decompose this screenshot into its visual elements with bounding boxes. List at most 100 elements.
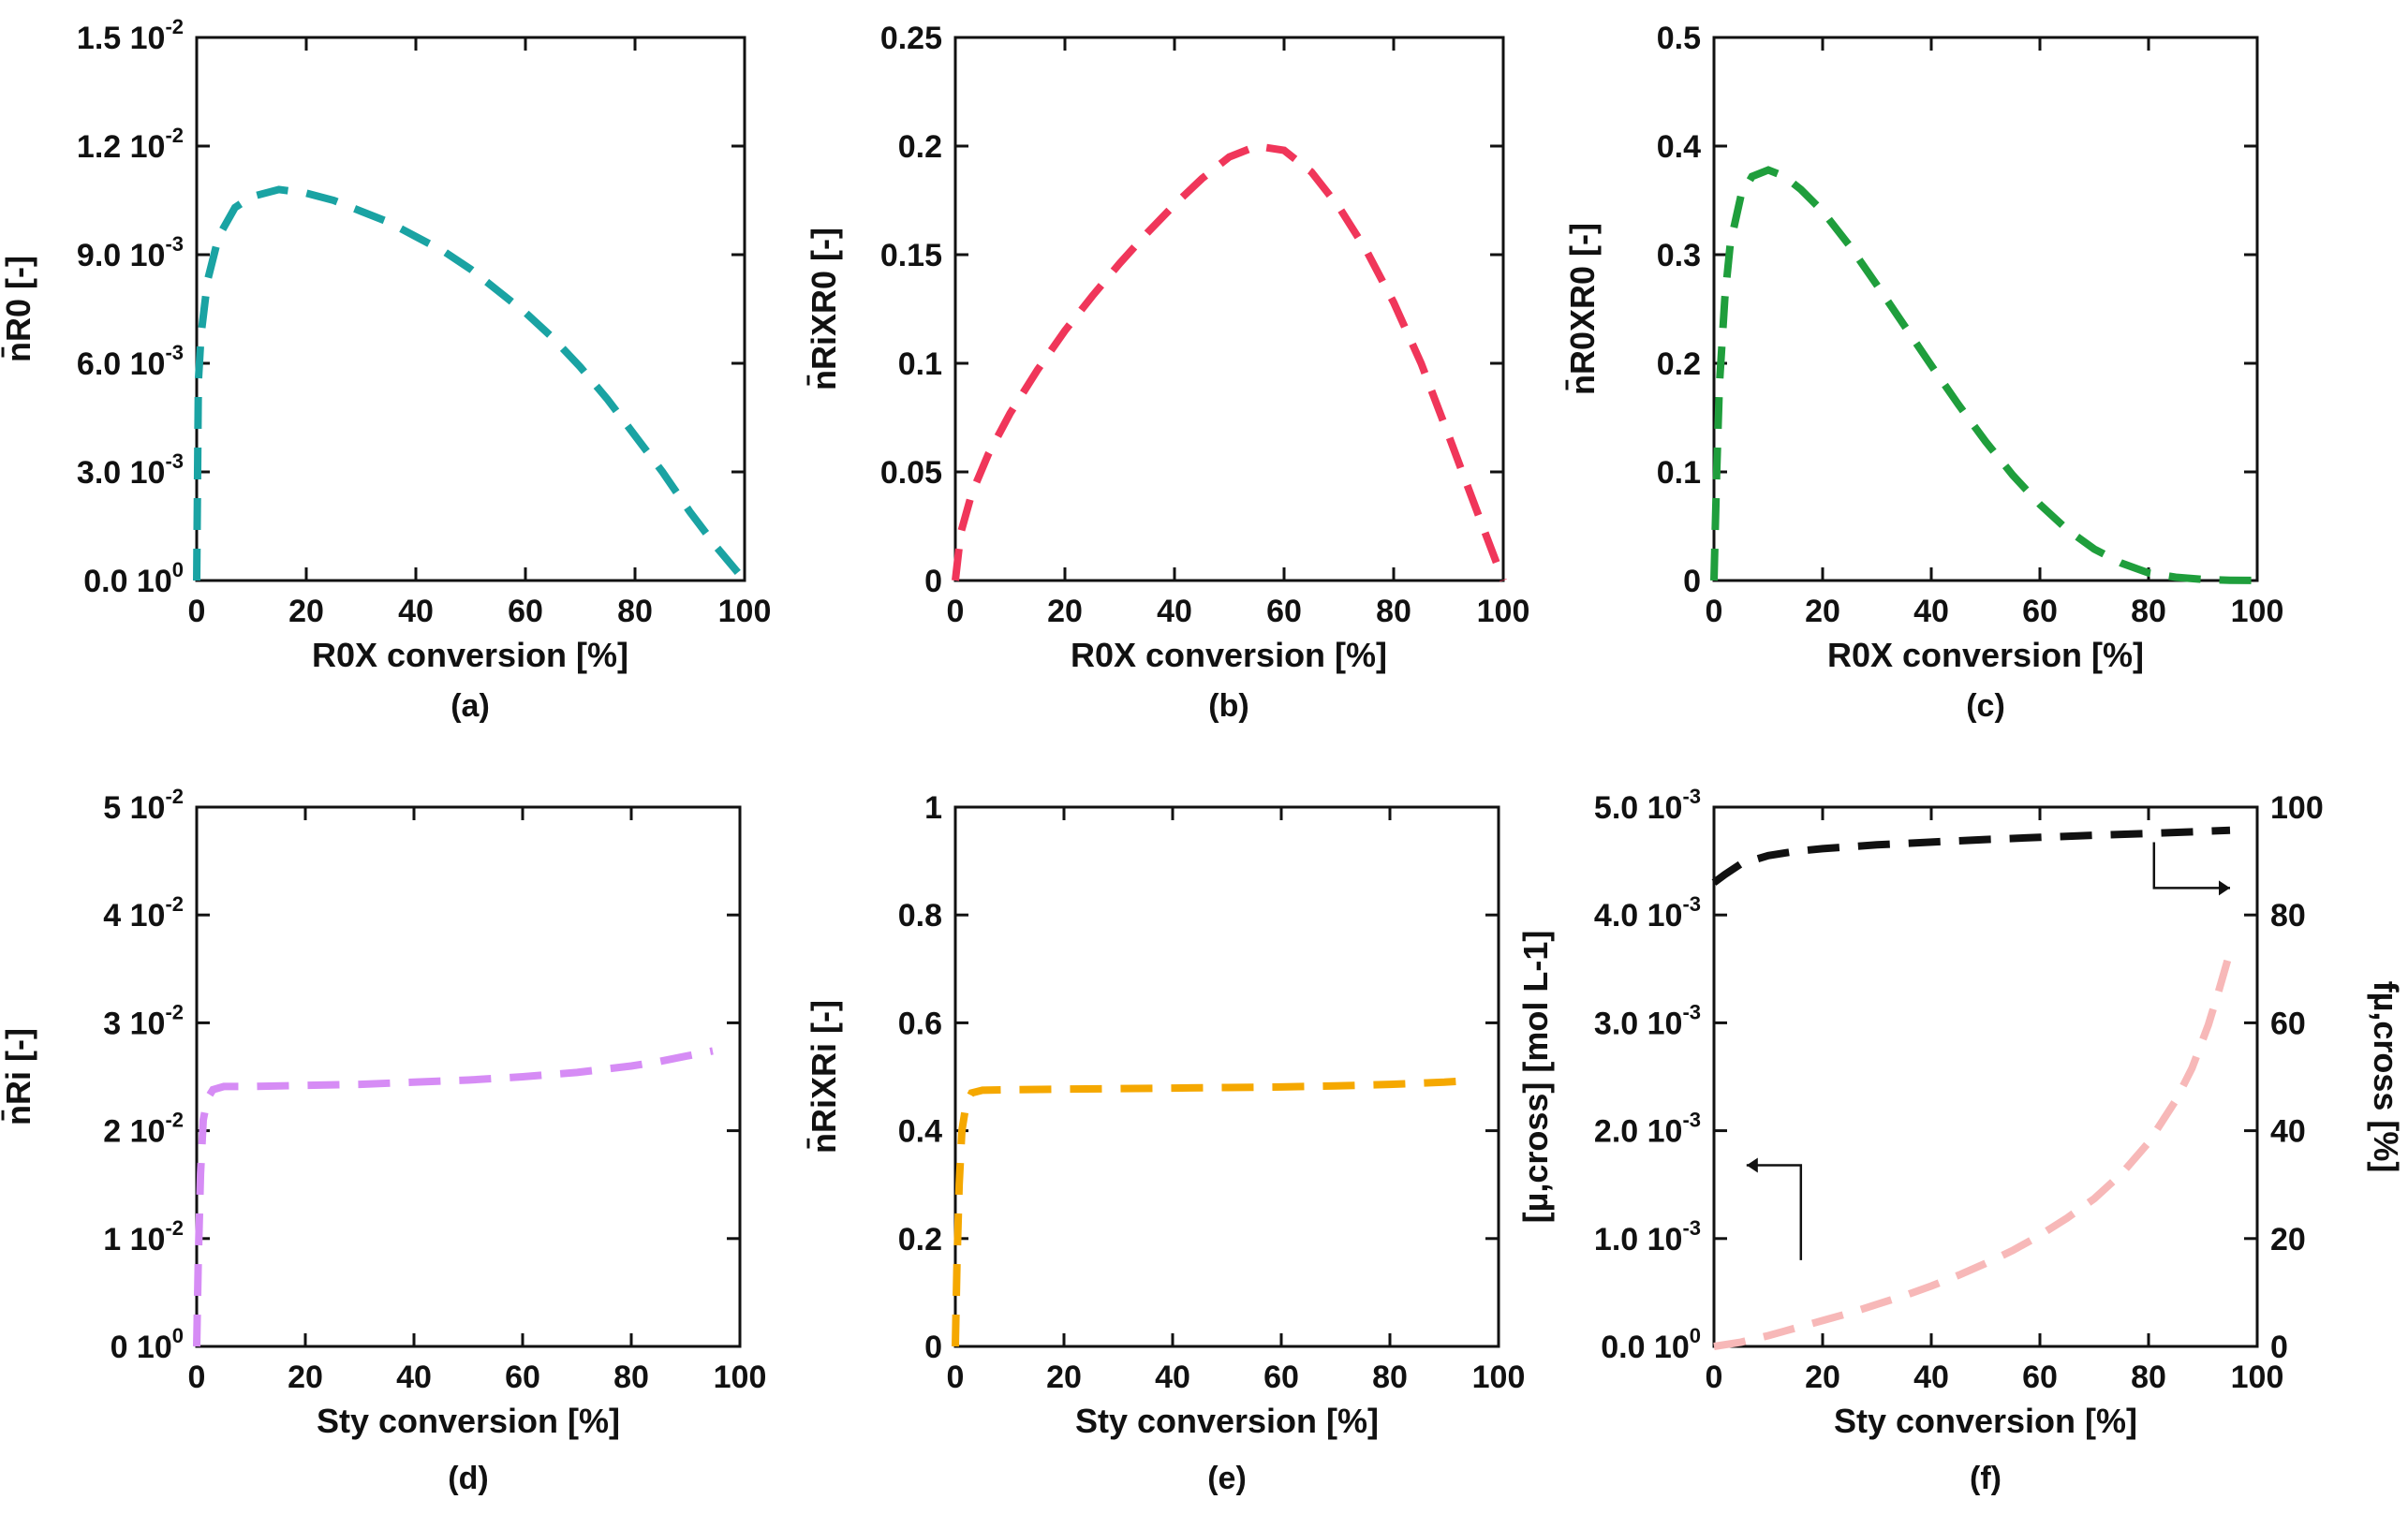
- x-tick-label: 40: [398, 594, 434, 629]
- x-tick-label: 60: [2022, 594, 2058, 629]
- y-tick-label: 2.0 10-3: [1594, 1109, 1701, 1150]
- y-axis-label: n̄Ri [-]: [0, 1028, 37, 1125]
- panel-label: (b): [1208, 688, 1248, 724]
- y-tick-mantissa: 9.0 10: [77, 238, 166, 273]
- series-line-f_mu_cross: [1711, 826, 2231, 886]
- y-tick-mantissa: 0.2: [1657, 346, 1701, 382]
- y-tick-exponent: -3: [165, 449, 184, 473]
- y-tick-mantissa: 0.1: [898, 346, 942, 382]
- y-tick-mantissa: 4.0 10: [1594, 898, 1683, 934]
- y2-tick-label: 40: [2270, 1114, 2306, 1150]
- y-tick-mantissa: 0: [1683, 564, 1701, 599]
- plot-frame: [1712, 805, 2259, 1348]
- y-tick-mantissa: 0.25: [880, 21, 942, 56]
- y-tick-exponent: 0: [172, 1324, 184, 1347]
- y-tick-exponent: -3: [165, 341, 184, 364]
- x-tick-label: 80: [2131, 594, 2166, 629]
- x-tick-label: 80: [613, 1360, 649, 1395]
- x-tick-label: 0: [188, 594, 206, 629]
- y-tick-label: 0.0 100: [83, 558, 184, 599]
- y-tick-label: 1.2 10-2: [77, 124, 184, 165]
- y-tick-mantissa: 3.0 10: [1594, 1006, 1683, 1041]
- x-tick-label: 80: [1376, 594, 1411, 629]
- y-tick-mantissa: 0.0 10: [1601, 1330, 1690, 1365]
- y-tick-label: 0.2: [1657, 346, 1701, 382]
- y-tick-mantissa: 0.15: [880, 238, 942, 273]
- plot-frame: [953, 805, 1500, 1348]
- y-tick-mantissa: 0.05: [880, 455, 942, 491]
- x-tick-label: 20: [1805, 1360, 1840, 1395]
- panel-b: 0 20 40 60 80 100 0 0.05 0.1 0.15 0.2 0.25 R0X conve…: [805, 21, 1529, 724]
- y-tick-label: 1: [924, 790, 942, 826]
- y-tick-mantissa: 2 10: [103, 1114, 165, 1150]
- y-tick-exponent: -2: [165, 785, 184, 808]
- y-tick-label: 0.4: [898, 1114, 942, 1150]
- x-tick-label: 80: [2131, 1360, 2166, 1395]
- series-line-n_R0XR0: [1710, 166, 2258, 584]
- y-tick-mantissa: 1.5 10: [77, 21, 166, 56]
- y-tick-mantissa: 5.0 10: [1594, 790, 1683, 826]
- y-tick-mantissa: 0 10: [111, 1330, 172, 1365]
- y2-tick-label: 60: [2270, 1006, 2306, 1041]
- x-tick-label: 0: [188, 1360, 206, 1395]
- y2-tick-label: 0: [2270, 1330, 2288, 1365]
- annotation-arrowhead-left: [1746, 1157, 1758, 1173]
- y-tick-label: 0.8: [898, 898, 942, 934]
- x-tick-label: 100: [718, 594, 772, 629]
- y-tick-label: 0: [1683, 564, 1701, 599]
- x-tick-label: 40: [1913, 594, 1949, 629]
- y-axis-label: n̄RiXR0 [-]: [805, 228, 843, 390]
- x-tick-label: 100: [1472, 1360, 1526, 1395]
- y-tick-label: 0: [924, 1330, 942, 1365]
- y-tick-label: 5.0 10-3: [1594, 785, 1701, 826]
- y-tick-label: 0: [924, 564, 942, 599]
- y-axis-label: [µ,cross] [mol L-1]: [1516, 931, 1555, 1224]
- plot-frame: [195, 805, 742, 1348]
- y-tick-exponent: -2: [165, 1109, 184, 1132]
- y-tick-mantissa: 0: [924, 1330, 942, 1365]
- y2-tick-label: 20: [2270, 1222, 2306, 1257]
- y-tick-exponent: -3: [1682, 1000, 1701, 1023]
- x-tick-label: 40: [1155, 1360, 1190, 1395]
- x-tick-label: 20: [1046, 1360, 1082, 1395]
- y-tick-label: 1.0 10-3: [1594, 1216, 1701, 1257]
- y-tick-mantissa: 0.4: [898, 1114, 942, 1150]
- plot-frame: [195, 36, 746, 582]
- y-tick-exponent: -2: [165, 892, 184, 916]
- y-tick-mantissa: 0.1: [1657, 455, 1701, 491]
- x-tick-label: 0: [947, 1360, 965, 1395]
- y-tick-mantissa: 0.2: [898, 1222, 942, 1257]
- x-axis-label: R0X conversion [%]: [1071, 636, 1387, 674]
- y-tick-exponent: -3: [1682, 785, 1701, 808]
- y-tick-mantissa: 5 10: [103, 790, 165, 826]
- x-tick-label: 0: [1706, 594, 1723, 629]
- plot-frame: [953, 36, 1505, 582]
- y-tick-label: 4.0 10-3: [1594, 892, 1701, 934]
- plot-frame: [1712, 36, 2259, 582]
- y-axis-label: n̄R0XR0 [-]: [1563, 223, 1602, 395]
- annotation-arrow-right: [2152, 842, 2230, 889]
- y-tick-exponent: -3: [165, 232, 184, 256]
- y-tick-mantissa: 3.0 10: [77, 455, 166, 491]
- y-tick-label: 3 10-2: [103, 1000, 184, 1041]
- y-tick-label: 6.0 10-3: [77, 341, 184, 382]
- x-tick-label: 60: [508, 594, 543, 629]
- y-tick-exponent: -3: [1682, 1109, 1701, 1132]
- annotation-arrow-left: [1746, 1164, 1803, 1260]
- y-tick-exponent: 0: [172, 558, 184, 581]
- y-tick-label: 0 100: [111, 1324, 184, 1365]
- y-tick-mantissa: 0.2: [898, 129, 942, 165]
- y-tick-mantissa: 0.0 10: [83, 564, 172, 599]
- panel-label: (a): [451, 688, 490, 724]
- y-tick-mantissa: 1 10: [103, 1222, 165, 1257]
- y-tick-label: 0.1: [898, 346, 942, 382]
- x-tick-label: 40: [1157, 594, 1192, 629]
- x-axis-label: Sty conversion [%]: [1075, 1402, 1379, 1440]
- x-tick-label: 40: [1913, 1360, 1949, 1395]
- panel-label: (e): [1207, 1461, 1247, 1496]
- y-tick-mantissa: 0.6: [898, 1006, 942, 1041]
- y-tick-mantissa: 6.0 10: [77, 346, 166, 382]
